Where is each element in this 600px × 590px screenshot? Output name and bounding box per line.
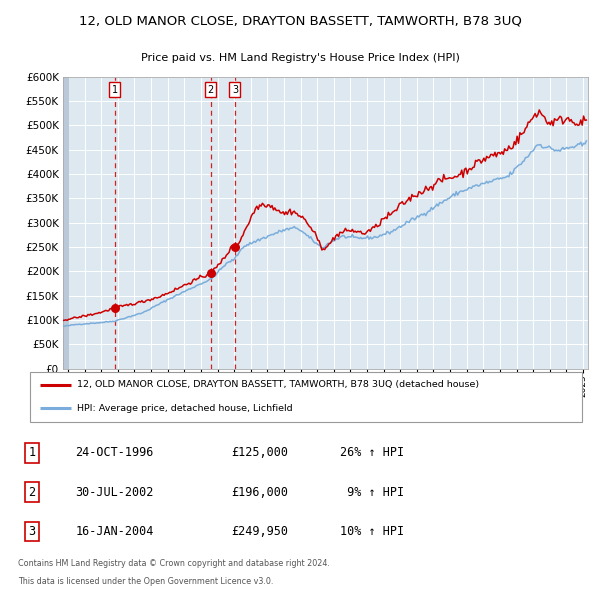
Text: 2: 2: [208, 85, 214, 95]
Text: HPI: Average price, detached house, Lichfield: HPI: Average price, detached house, Lich…: [77, 404, 293, 413]
Text: 12, OLD MANOR CLOSE, DRAYTON BASSETT, TAMWORTH, B78 3UQ (detached house): 12, OLD MANOR CLOSE, DRAYTON BASSETT, TA…: [77, 380, 479, 389]
Text: 12, OLD MANOR CLOSE, DRAYTON BASSETT, TAMWORTH, B78 3UQ: 12, OLD MANOR CLOSE, DRAYTON BASSETT, TA…: [79, 14, 521, 27]
Text: 16-JAN-2004: 16-JAN-2004: [76, 525, 154, 538]
Text: 10% ↑ HPI: 10% ↑ HPI: [340, 525, 404, 538]
Text: 3: 3: [232, 85, 238, 95]
Text: 2: 2: [29, 486, 36, 499]
Text: 9% ↑ HPI: 9% ↑ HPI: [340, 486, 404, 499]
Text: 1: 1: [29, 446, 36, 459]
Text: Price paid vs. HM Land Registry's House Price Index (HPI): Price paid vs. HM Land Registry's House …: [140, 53, 460, 63]
Text: £125,000: £125,000: [231, 446, 288, 459]
Text: 3: 3: [29, 525, 36, 538]
Text: £249,950: £249,950: [231, 525, 288, 538]
Text: This data is licensed under the Open Government Licence v3.0.: This data is licensed under the Open Gov…: [18, 576, 273, 586]
Polygon shape: [63, 77, 70, 369]
Text: 1: 1: [112, 85, 118, 95]
Text: 30-JUL-2002: 30-JUL-2002: [76, 486, 154, 499]
Text: 26% ↑ HPI: 26% ↑ HPI: [340, 446, 404, 459]
Text: 24-OCT-1996: 24-OCT-1996: [76, 446, 154, 459]
Text: £196,000: £196,000: [231, 486, 288, 499]
FancyBboxPatch shape: [30, 372, 582, 422]
Text: Contains HM Land Registry data © Crown copyright and database right 2024.: Contains HM Land Registry data © Crown c…: [18, 559, 329, 568]
